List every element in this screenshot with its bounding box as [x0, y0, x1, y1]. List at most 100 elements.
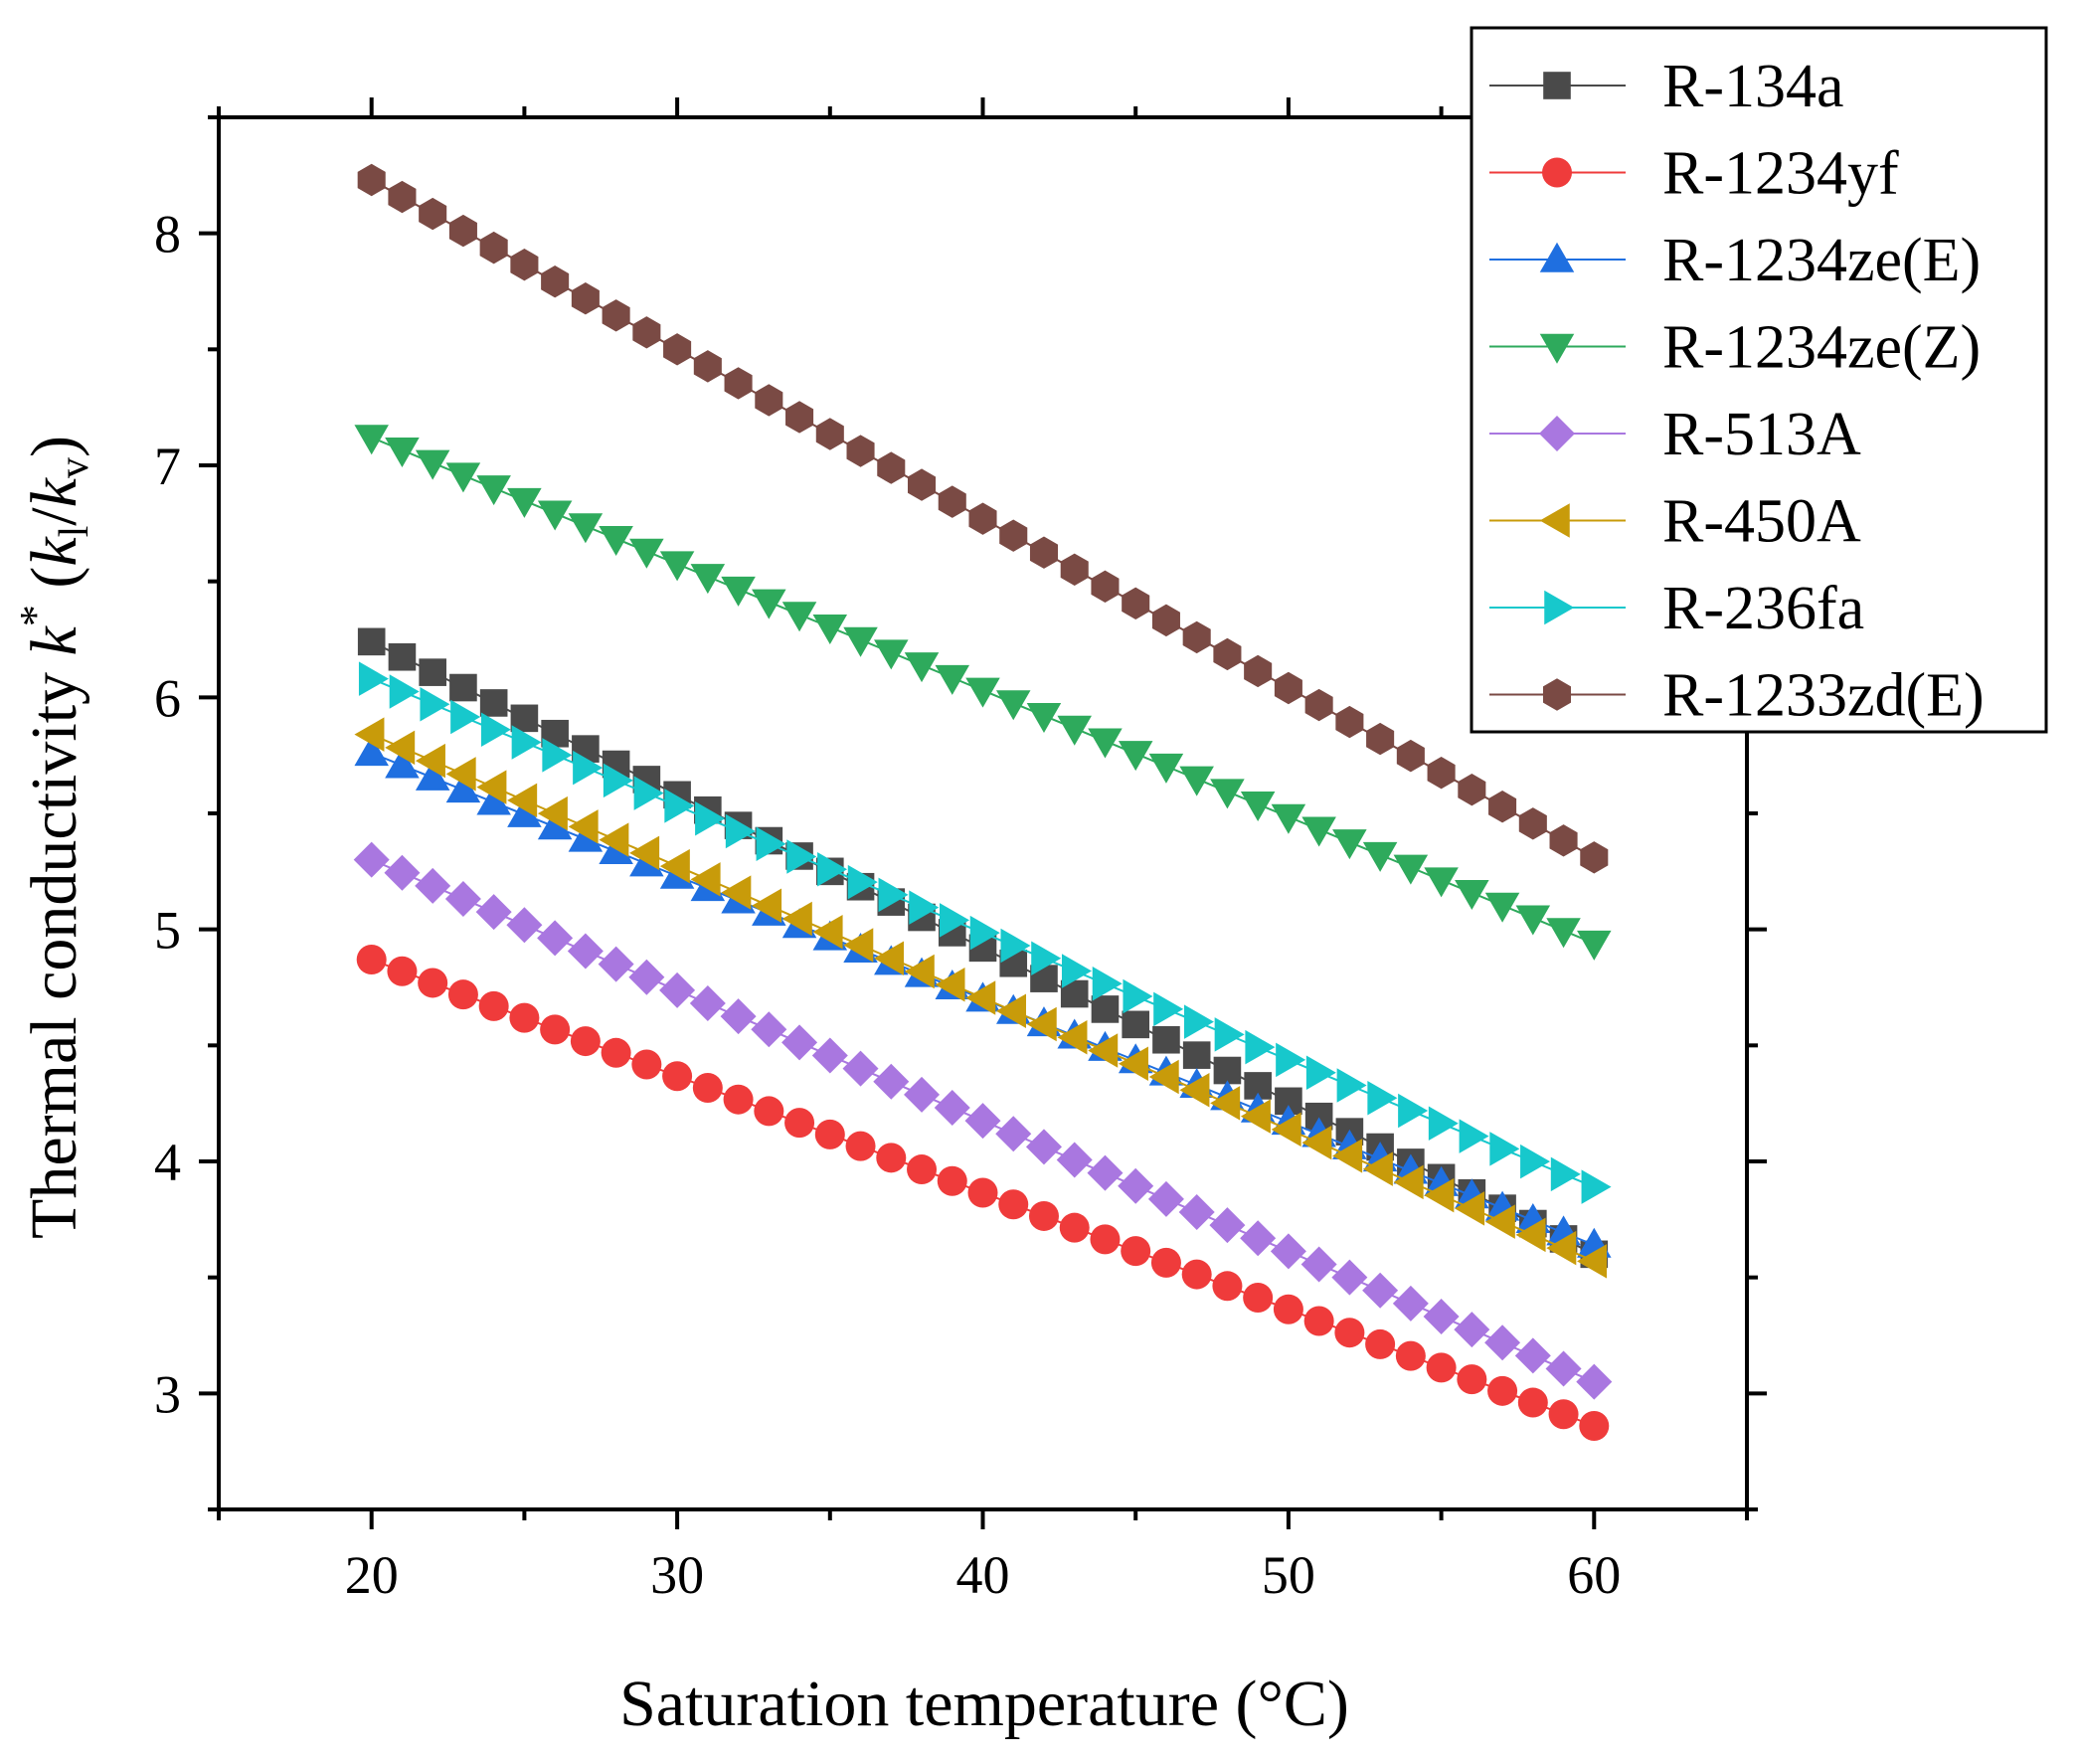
data-point	[689, 985, 726, 1022]
legend-label: R-1234yf	[1662, 140, 1899, 208]
data-point	[724, 367, 753, 400]
data-point	[842, 1050, 879, 1087]
data-point	[1151, 604, 1180, 637]
y-tick-label: 5	[154, 901, 181, 961]
data-point	[1488, 791, 1517, 823]
data-point	[1305, 1055, 1336, 1090]
data-point	[1087, 1154, 1124, 1191]
data-point	[601, 1037, 631, 1068]
data-point	[385, 730, 416, 766]
data-point	[1273, 1294, 1303, 1324]
data-point	[1026, 703, 1062, 734]
legend-label: R-513A	[1662, 401, 1861, 468]
legend-item: R-134a	[1489, 53, 1844, 120]
data-point	[1332, 829, 1367, 860]
data-point	[781, 602, 817, 632]
data-point	[1398, 1093, 1429, 1129]
data-point	[1271, 803, 1306, 834]
data-point	[628, 959, 665, 995]
data-point	[878, 877, 909, 913]
data-point	[567, 933, 604, 970]
data-point	[445, 773, 481, 803]
data-point	[964, 1103, 1001, 1140]
data-point	[845, 1131, 876, 1161]
data-point	[1148, 753, 1184, 784]
data-point	[784, 1108, 815, 1139]
data-point	[1271, 1112, 1301, 1147]
legend-marker	[1539, 333, 1575, 364]
data-point	[720, 998, 757, 1035]
legend-item: R-236fa	[1489, 575, 1864, 642]
data-point	[1147, 1180, 1184, 1217]
data-point	[507, 783, 538, 818]
data-point	[1056, 1142, 1093, 1178]
data-point	[935, 664, 970, 695]
data-point	[664, 789, 695, 823]
data-point	[874, 639, 909, 670]
y-tick-label: 4	[154, 1133, 181, 1192]
data-point	[1061, 954, 1092, 988]
data-point	[695, 800, 726, 836]
data-point	[480, 712, 511, 748]
data-point	[415, 449, 450, 480]
data-point	[1335, 705, 1364, 739]
data-point	[968, 502, 997, 535]
legend-item: R-1234ze(E)	[1489, 227, 1981, 294]
data-point	[354, 736, 389, 767]
legend-item: R-450A	[1489, 488, 1861, 556]
data-point	[814, 1119, 845, 1149]
data-point	[1546, 1230, 1577, 1266]
y-tick-label: 3	[154, 1364, 181, 1424]
data-point	[786, 839, 817, 874]
data-point	[1091, 570, 1120, 603]
series-r-236fa	[358, 661, 1612, 1204]
legend-box	[1470, 26, 2048, 734]
data-point	[599, 822, 629, 857]
data-point	[1183, 1004, 1214, 1039]
data-point	[1424, 867, 1459, 898]
data-point	[1274, 671, 1302, 705]
data-point	[904, 1076, 941, 1113]
x-tick-label: 30	[650, 1545, 704, 1605]
data-point	[1362, 841, 1398, 872]
data-point	[1178, 1194, 1215, 1231]
data-point	[755, 384, 783, 417]
data-point	[1576, 1363, 1613, 1400]
data-point	[354, 717, 385, 752]
data-point	[357, 627, 386, 656]
data-point	[540, 1014, 571, 1045]
data-point	[1366, 722, 1395, 756]
data-point	[690, 564, 726, 595]
data-point	[602, 299, 630, 332]
legend-item: R-1233zd(E)	[1489, 662, 1985, 730]
data-point	[1059, 1212, 1090, 1243]
data-point	[568, 809, 599, 844]
data-point	[751, 1011, 787, 1048]
data-point	[1122, 587, 1150, 620]
data-point	[1427, 756, 1456, 790]
data-point	[511, 725, 542, 760]
series-r-450a	[354, 717, 1608, 1279]
data-point	[1392, 1285, 1429, 1322]
data-point	[1122, 1010, 1149, 1039]
data-point	[385, 748, 420, 779]
data-point	[663, 333, 692, 366]
data-point	[1270, 1233, 1306, 1270]
data-point	[1550, 1156, 1581, 1192]
legend-item: R-513A	[1489, 401, 1861, 468]
legend: R-134a R-1234yf R-1234ze(E) R-1234ze(Z) R-51…	[1470, 26, 2048, 734]
data-point	[1028, 1200, 1059, 1231]
data-point	[1301, 816, 1336, 847]
x-tick-label: 50	[1262, 1545, 1315, 1605]
data-point	[357, 163, 386, 197]
data-point	[358, 661, 389, 696]
data-point	[384, 854, 421, 891]
data-point	[909, 890, 940, 925]
data-point	[1118, 1046, 1148, 1081]
data-point	[1118, 741, 1153, 772]
data-point	[448, 214, 477, 248]
data-point	[506, 907, 543, 944]
data-point	[967, 1177, 998, 1208]
data-point	[445, 462, 481, 493]
